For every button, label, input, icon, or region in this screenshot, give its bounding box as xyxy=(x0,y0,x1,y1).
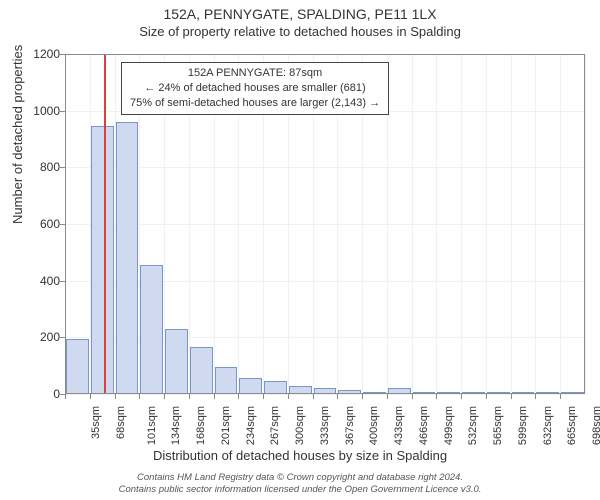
x-tick-label: 499sqm xyxy=(443,406,455,445)
x-tick-label: 433sqm xyxy=(393,406,405,445)
x-tick-label: 101sqm xyxy=(146,406,158,445)
x-tick-label: 400sqm xyxy=(369,406,381,445)
y-tick-label: 1200 xyxy=(20,47,60,61)
bar xyxy=(561,392,584,394)
x-tick-label: 565sqm xyxy=(492,406,504,445)
bar xyxy=(363,392,386,394)
x-tick-label: 532sqm xyxy=(468,406,480,445)
bar xyxy=(140,265,163,394)
x-tick-label: 367sqm xyxy=(344,406,356,445)
x-tick-label: 632sqm xyxy=(542,406,554,445)
chart-container: 152A, PENNYGATE, SPALDING, PE11 1LX Size… xyxy=(0,0,600,500)
bar xyxy=(512,392,535,394)
x-tick-label: 201sqm xyxy=(220,406,232,445)
y-axis-label: Number of detached properties xyxy=(10,45,25,224)
bar xyxy=(215,367,238,394)
x-tick-label: 698sqm xyxy=(591,406,600,445)
bar xyxy=(338,390,361,394)
annotation-box: 152A PENNYGATE: 87sqm ← 24% of detached … xyxy=(121,62,389,115)
bar xyxy=(487,392,510,394)
bar xyxy=(91,126,114,394)
x-axis-label: Distribution of detached houses by size … xyxy=(0,448,600,463)
bar xyxy=(66,339,89,394)
y-tick-label: 1000 xyxy=(20,104,60,118)
chart-title-address: 152A, PENNYGATE, SPALDING, PE11 1LX xyxy=(0,6,600,22)
y-tick-label: 600 xyxy=(20,217,60,231)
x-tick-label: 665sqm xyxy=(567,406,579,445)
x-tick-label: 300sqm xyxy=(294,406,306,445)
bar xyxy=(388,388,411,394)
bar xyxy=(165,329,188,394)
caption: Contains HM Land Registry data © Crown c… xyxy=(0,472,600,496)
annotation-line1: 152A PENNYGATE: 87sqm xyxy=(130,66,380,81)
bar xyxy=(413,392,436,394)
bar xyxy=(116,122,139,394)
y-tick-label: 800 xyxy=(20,160,60,174)
reference-line xyxy=(104,54,106,394)
annotation-line3: 75% of semi-detached houses are larger (… xyxy=(130,96,380,111)
x-tick-label: 333sqm xyxy=(319,406,331,445)
caption-line1: Contains HM Land Registry data © Crown c… xyxy=(0,472,600,484)
caption-line2: Contains public sector information licen… xyxy=(0,484,600,496)
x-tick-label: 68sqm xyxy=(115,406,127,439)
bar xyxy=(462,392,485,394)
bar xyxy=(264,381,287,394)
x-tick-label: 599sqm xyxy=(517,406,529,445)
annotation-line2: ← 24% of detached houses are smaller (68… xyxy=(130,81,380,96)
bar xyxy=(536,392,559,394)
y-tick-label: 200 xyxy=(20,330,60,344)
bar xyxy=(437,392,460,394)
bar xyxy=(239,378,262,394)
bar xyxy=(314,388,337,394)
x-tick-label: 134sqm xyxy=(170,406,182,445)
plot-area: 152A PENNYGATE: 87sqm ← 24% of detached … xyxy=(65,54,585,394)
x-tick-label: 168sqm xyxy=(195,406,207,445)
x-tick-label: 35sqm xyxy=(90,406,102,439)
y-tick-label: 0 xyxy=(20,387,60,401)
bar xyxy=(289,386,312,395)
bar xyxy=(190,347,213,394)
chart-subtitle: Size of property relative to detached ho… xyxy=(0,24,600,39)
x-tick-label: 267sqm xyxy=(269,406,281,445)
x-tick-label: 466sqm xyxy=(418,406,430,445)
y-tick-label: 400 xyxy=(20,274,60,288)
x-tick-label: 234sqm xyxy=(245,406,257,445)
